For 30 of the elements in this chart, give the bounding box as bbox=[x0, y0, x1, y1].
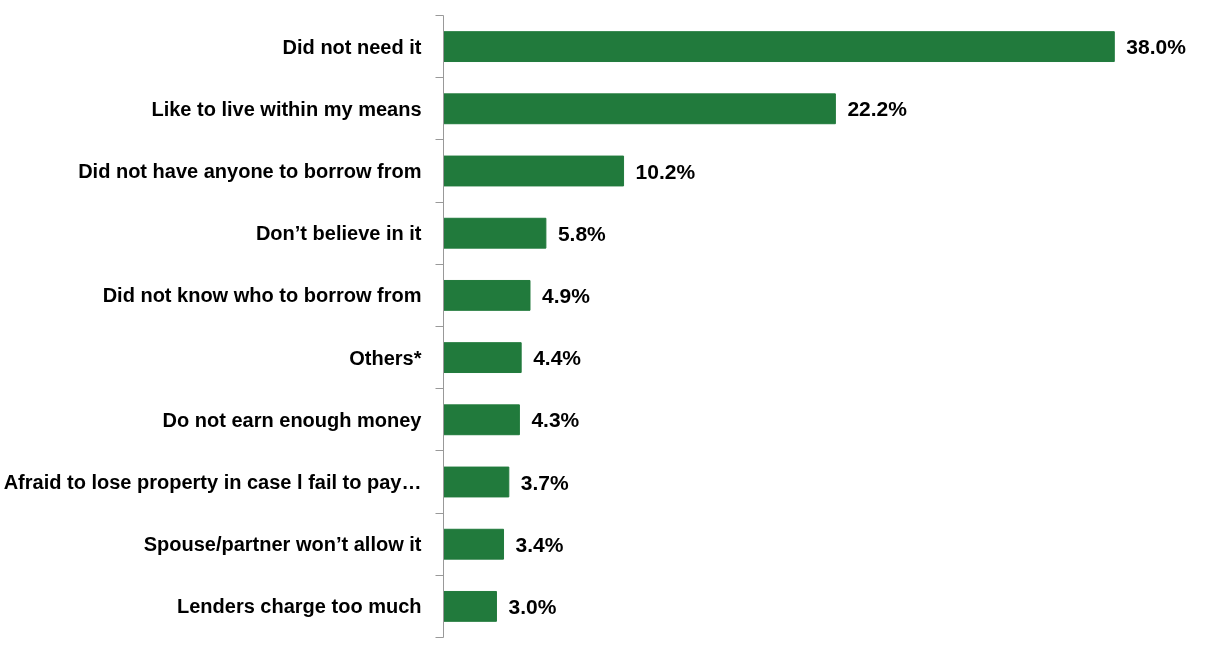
bar bbox=[443, 590, 497, 622]
bar bbox=[443, 279, 531, 311]
y-tick-label: Did not need it bbox=[282, 35, 422, 58]
y-tick-label: Don’t believe in it bbox=[255, 222, 422, 245]
data-label: 4.3% bbox=[531, 408, 580, 432]
y-tick-label: Did not have anyone to borrow from bbox=[78, 160, 422, 182]
data-label: 10.2% bbox=[635, 159, 696, 183]
bar bbox=[443, 342, 522, 374]
bar bbox=[443, 217, 547, 249]
data-label: 38.0% bbox=[1126, 35, 1187, 59]
bar bbox=[443, 93, 836, 125]
data-label: 22.2% bbox=[847, 97, 908, 121]
bar bbox=[443, 466, 510, 498]
data-label: 4.9% bbox=[542, 283, 591, 307]
data-label: 4.4% bbox=[533, 346, 582, 370]
data-label: 3.0% bbox=[508, 594, 557, 618]
y-tick-label: Do not earn enough money bbox=[162, 408, 423, 431]
y-tick-label: Lenders charge too much bbox=[177, 595, 422, 618]
y-tick-label: Afraid to lose property in case l fail to pay… bbox=[3, 471, 422, 493]
bar bbox=[443, 404, 520, 436]
data-label: 5.8% bbox=[557, 221, 607, 245]
y-tick-label: Like to live within my means bbox=[151, 97, 422, 120]
data-label: 3.4% bbox=[515, 532, 564, 556]
y-tick-label: Spouse/partner won’t allow it bbox=[143, 533, 422, 556]
y-tick-label: Did not know who to borrow from bbox=[102, 284, 422, 307]
bar bbox=[443, 528, 505, 560]
bar bbox=[443, 31, 1115, 63]
bar bbox=[443, 155, 625, 187]
data-label: 3.7% bbox=[520, 470, 570, 494]
y-tick-label: Others* bbox=[349, 346, 422, 369]
